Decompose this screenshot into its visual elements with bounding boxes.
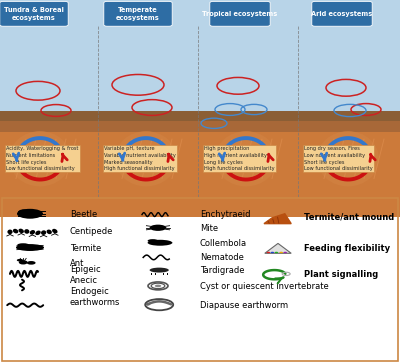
Text: Arid ecosystems: Arid ecosystems bbox=[311, 11, 373, 17]
Text: Plant signalling: Plant signalling bbox=[304, 270, 378, 279]
Text: Centipede: Centipede bbox=[70, 227, 113, 236]
Text: Tardigrade: Tardigrade bbox=[200, 266, 244, 275]
Ellipse shape bbox=[27, 261, 36, 265]
Ellipse shape bbox=[148, 239, 158, 243]
Ellipse shape bbox=[41, 230, 46, 235]
Text: Ant: Ant bbox=[70, 259, 84, 268]
Text: Epigeic
Anecic
Endogeic
earthworms: Epigeic Anecic Endogeic earthworms bbox=[70, 265, 120, 307]
Text: Long dry season, Fires
Low nutrient availability
Short life cycles
Low functiona: Long dry season, Fires Low nutrient avai… bbox=[304, 146, 373, 171]
Ellipse shape bbox=[30, 230, 35, 235]
Circle shape bbox=[274, 252, 278, 253]
Text: Termite: Termite bbox=[70, 244, 101, 253]
Text: Acidity, Waterlogging & frost
Nutrient limitations
Short life cycles
Low functio: Acidity, Waterlogging & frost Nutrient l… bbox=[6, 146, 78, 171]
Text: High precipitation
High nutrient availability
Long life cycles
High functional d: High precipitation High nutrient availab… bbox=[204, 146, 275, 171]
Text: Beetle: Beetle bbox=[70, 210, 97, 219]
Ellipse shape bbox=[7, 230, 13, 234]
Ellipse shape bbox=[17, 243, 29, 247]
Ellipse shape bbox=[150, 225, 166, 231]
Ellipse shape bbox=[115, 131, 177, 186]
Polygon shape bbox=[265, 243, 291, 253]
Text: Mite: Mite bbox=[200, 224, 218, 233]
Text: Termite/ant mound: Termite/ant mound bbox=[304, 212, 394, 222]
Text: Collembola: Collembola bbox=[200, 239, 247, 248]
Polygon shape bbox=[264, 214, 291, 224]
Ellipse shape bbox=[146, 303, 150, 306]
Ellipse shape bbox=[19, 260, 28, 265]
Ellipse shape bbox=[17, 209, 43, 219]
Circle shape bbox=[279, 252, 283, 253]
Bar bbox=[0, 114, 400, 197]
Ellipse shape bbox=[155, 285, 161, 287]
Ellipse shape bbox=[19, 209, 31, 213]
Ellipse shape bbox=[52, 229, 58, 233]
Text: Variable pH, texture
Variable nutrient availability
Marked seasonality
High func: Variable pH, texture Variable nutrient a… bbox=[104, 146, 176, 171]
Ellipse shape bbox=[35, 231, 41, 235]
Text: Cyst or quiescent invertebrate: Cyst or quiescent invertebrate bbox=[200, 282, 329, 291]
Text: Tropical ecosystems: Tropical ecosystems bbox=[202, 11, 278, 17]
Text: Tundra & Boreal
ecosystems: Tundra & Boreal ecosystems bbox=[4, 7, 64, 21]
Ellipse shape bbox=[148, 240, 172, 246]
Ellipse shape bbox=[17, 259, 23, 261]
Circle shape bbox=[267, 252, 270, 253]
Bar bbox=[0, 111, 400, 122]
Text: Temperate
ecosystems: Temperate ecosystems bbox=[116, 7, 160, 21]
Ellipse shape bbox=[24, 229, 30, 234]
Bar bbox=[0, 0, 400, 118]
Ellipse shape bbox=[46, 230, 52, 234]
FancyBboxPatch shape bbox=[312, 1, 372, 26]
FancyBboxPatch shape bbox=[104, 1, 172, 26]
Bar bbox=[0, 197, 400, 217]
FancyBboxPatch shape bbox=[0, 1, 68, 26]
Circle shape bbox=[271, 252, 274, 253]
Ellipse shape bbox=[18, 229, 24, 233]
Text: Diapause earthworm: Diapause earthworm bbox=[200, 301, 288, 310]
Bar bbox=[0, 121, 400, 132]
Text: Feeding flexibility: Feeding flexibility bbox=[304, 244, 390, 253]
Ellipse shape bbox=[215, 131, 277, 186]
Ellipse shape bbox=[9, 131, 71, 186]
Circle shape bbox=[283, 252, 287, 253]
Ellipse shape bbox=[13, 229, 18, 233]
Ellipse shape bbox=[16, 244, 44, 251]
FancyBboxPatch shape bbox=[210, 1, 270, 26]
Text: Enchytraeid: Enchytraeid bbox=[200, 210, 250, 219]
Ellipse shape bbox=[317, 131, 379, 186]
Ellipse shape bbox=[150, 268, 169, 273]
Text: Nematode: Nematode bbox=[200, 253, 244, 262]
